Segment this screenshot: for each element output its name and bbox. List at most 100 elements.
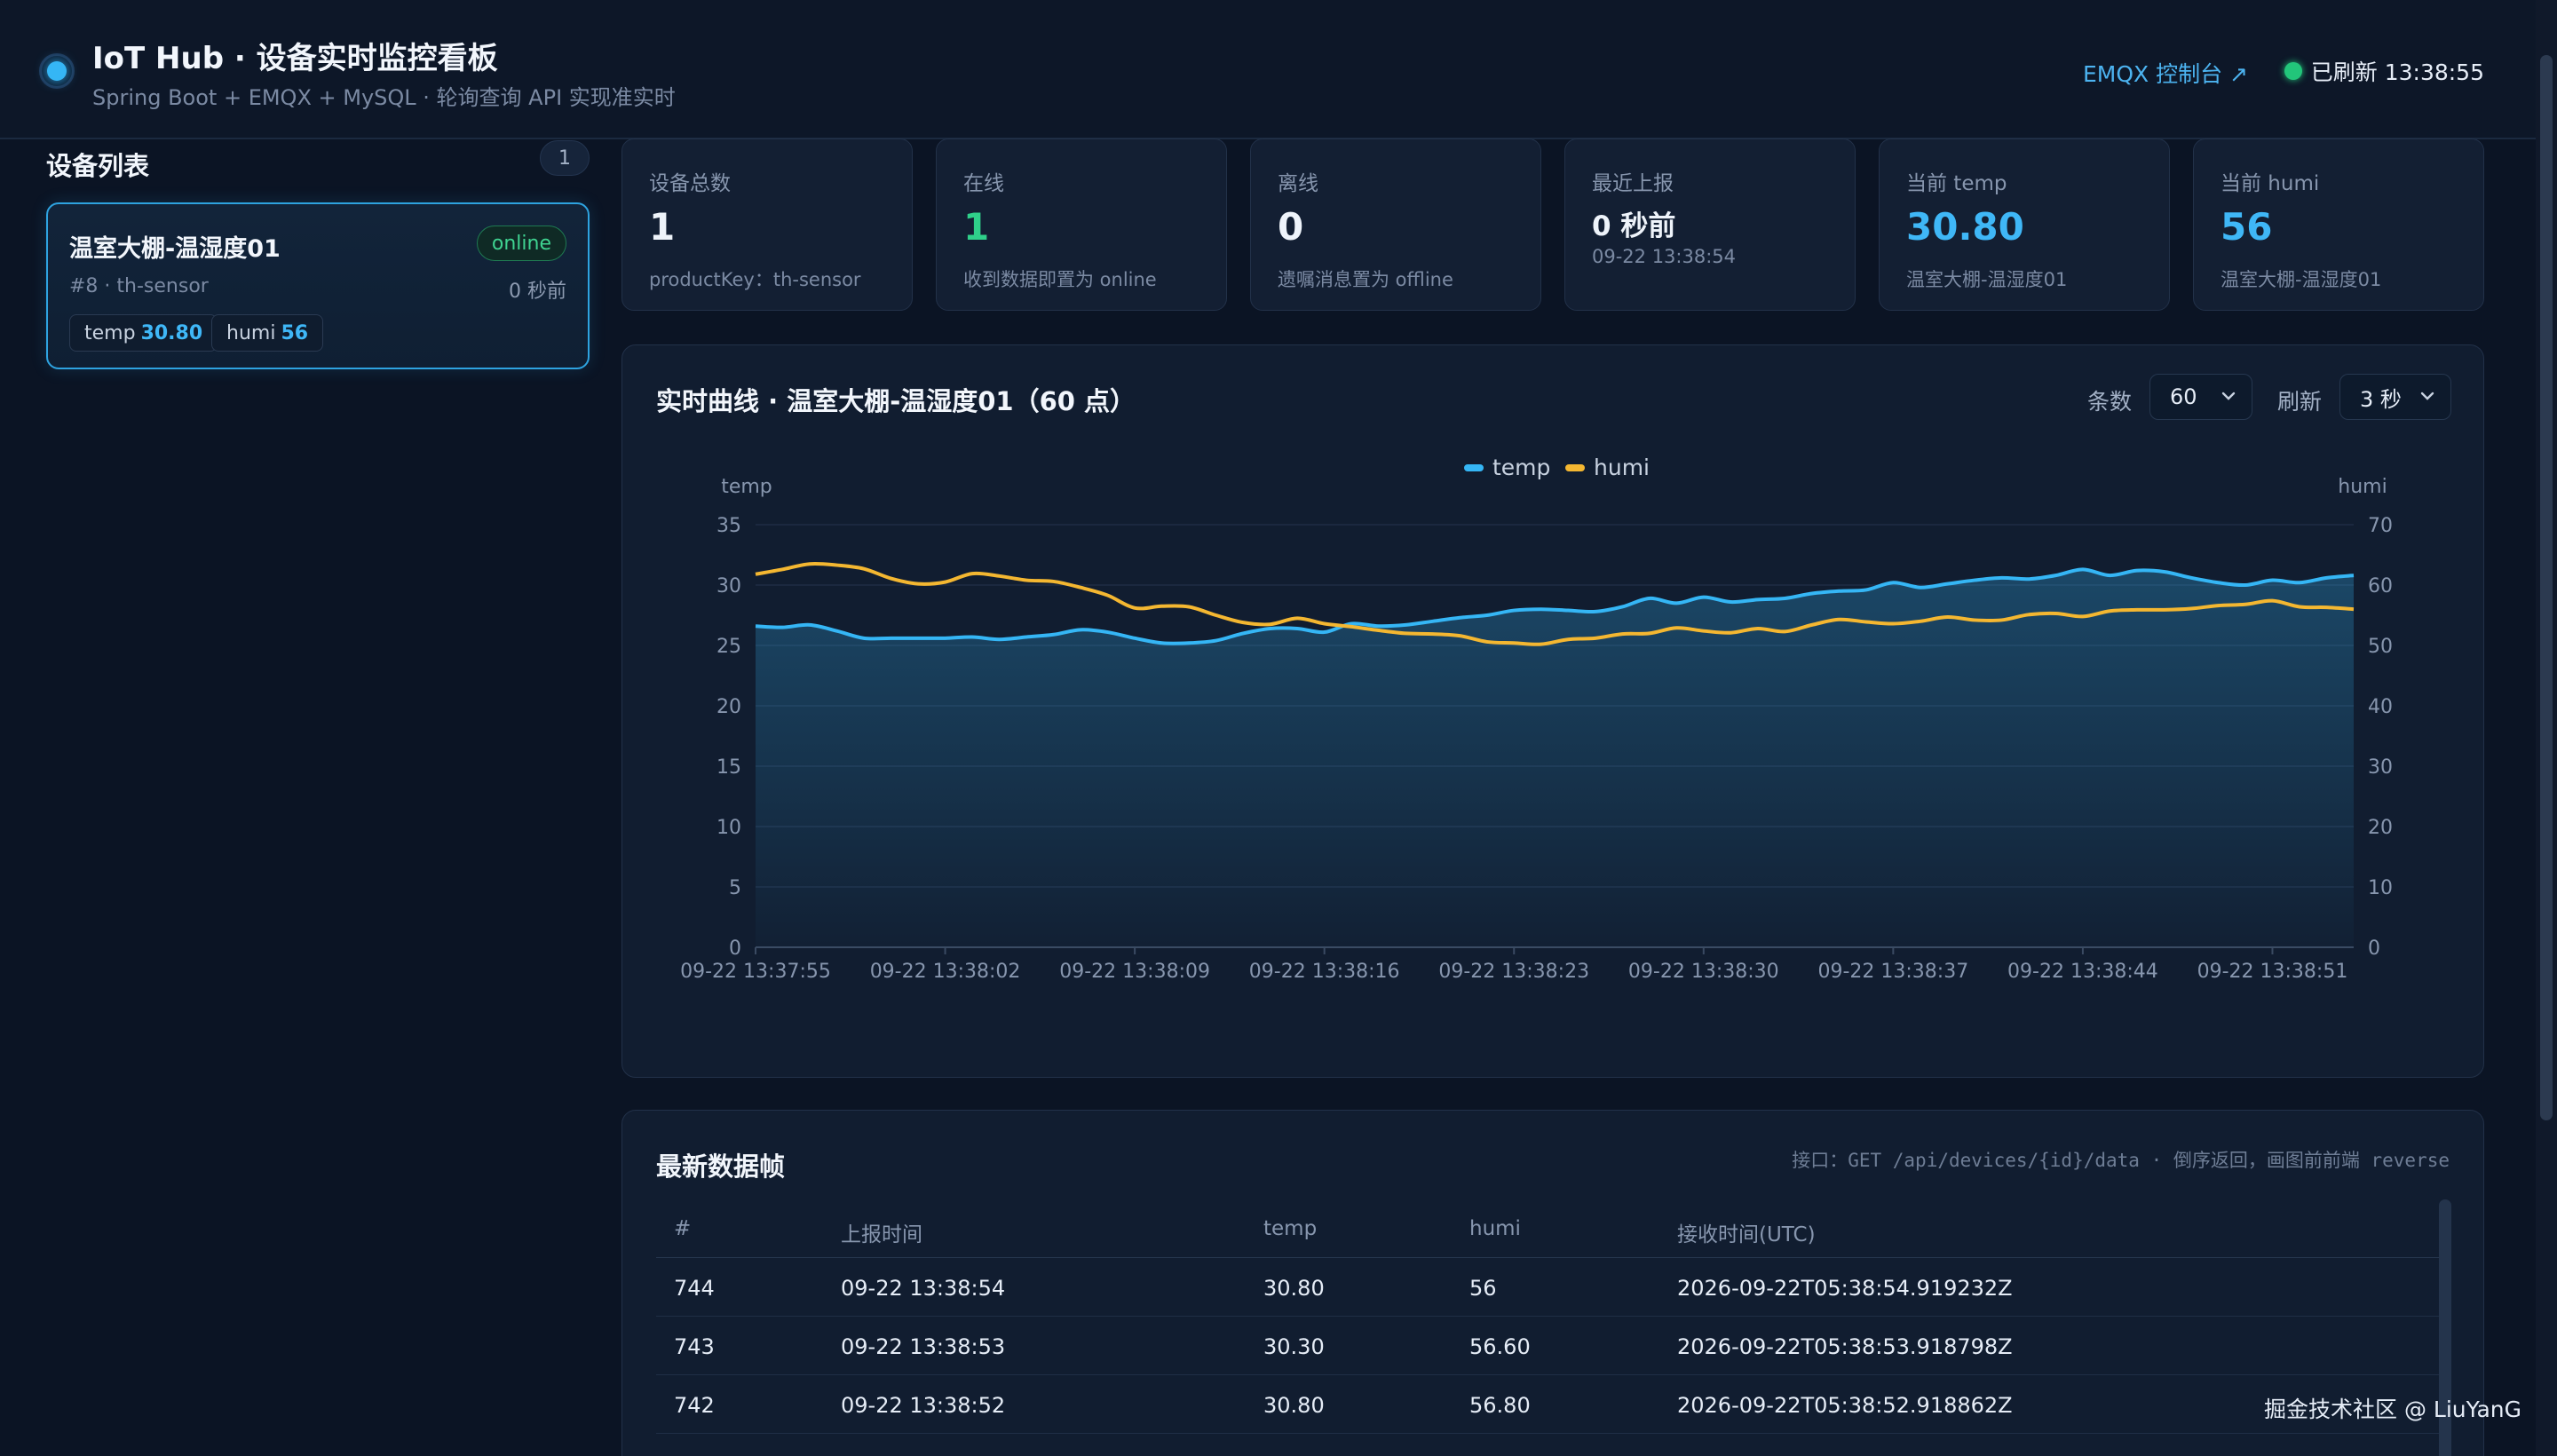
column-header: temp	[1263, 1217, 1318, 1240]
column-header: #	[674, 1217, 692, 1240]
temp-area	[756, 569, 2354, 947]
x-tick-label: 09-22 13:37:55	[680, 961, 831, 983]
stat-value: 56	[2221, 205, 2273, 249]
x-tick-label: 09-22 13:38:09	[1059, 961, 1210, 983]
humi-series-line	[755, 561, 2355, 646]
refresh-select-value: 3 秒	[2360, 386, 2402, 412]
stat-card-humi: 当前 humi 56 温室大棚-温湿度01	[2193, 138, 2484, 311]
table-scrollbar[interactable]	[2439, 1199, 2451, 1456]
cell-received-time: 2026-09-22T05:38:53.918798Z	[1677, 1334, 2013, 1359]
refresh-interval-select[interactable]: 3 秒	[2339, 374, 2451, 420]
table-row: 742 09-22 13:38:52 30.80 56.80 2026-09-2…	[656, 1375, 2442, 1434]
cell-id: 743	[674, 1334, 715, 1359]
y-left-tick-label: 25	[716, 636, 741, 658]
stat-label: 在线	[963, 172, 1004, 195]
count-select-value: 60	[2170, 384, 2197, 409]
stat-sub: 遗嘱消息置为 offline	[1278, 269, 1453, 290]
column-header: humi	[1469, 1217, 1521, 1240]
device-count-badge: 1	[540, 140, 590, 176]
logo-dot-icon	[39, 53, 75, 89]
top-header: IoT Hub · 设备实时监控看板 Spring Boot + EMQX + …	[0, 0, 2536, 139]
stat-value: 1	[649, 205, 676, 249]
cell-report-time: 09-22 13:38:54	[841, 1276, 1006, 1301]
cell-received-time: 2026-09-22T05:38:54.919232Z	[1677, 1276, 2013, 1301]
cell-humi: 56	[1469, 1276, 1497, 1301]
watermark: 掘金技术社区 @ LiuYanG	[2264, 1397, 2521, 1422]
emqx-console-link[interactable]: EMQX 控制台 ↗	[2082, 61, 2248, 87]
y-right-tick-label: 0	[2368, 938, 2380, 960]
cell-report-time: 09-22 13:38:52	[841, 1393, 1006, 1418]
y-left-tick-label: 35	[716, 515, 741, 537]
cell-temp: 30.80	[1263, 1276, 1325, 1301]
stat-card-offline: 离线 0 遗嘱消息置为 offline	[1250, 138, 1541, 311]
x-tick-label: 09-22 13:38:51	[2197, 961, 2348, 983]
temp-series-line	[755, 567, 2355, 645]
device-meta: #8 · th-sensor	[69, 275, 209, 297]
table-header: # 上报时间 temp humi 接收时间(UTC)	[656, 1199, 2442, 1258]
realtime-chart: 0 5 10 15 20 25 30 35 0 10 20 30 40 50 60 70 temp humi 09-…	[680, 455, 2393, 983]
page-scrollbar[interactable]	[2536, 0, 2557, 1456]
stat-value: 0 秒前	[1592, 210, 1676, 242]
stat-label: 最近上报	[1592, 172, 1674, 195]
y-right-tick-label: 60	[2368, 575, 2393, 597]
stat-card-temp: 当前 temp 30.80 温室大棚-温湿度01	[1879, 138, 2170, 311]
stat-card-total: 设备总数 1 productKey：th-sensor	[621, 138, 913, 311]
chart-title: 实时曲线 · 温室大棚-温湿度01（60 点）	[656, 386, 1136, 416]
refresh-label: 刷新	[2277, 389, 2323, 415]
table-row: 744 09-22 13:38:54 30.80 56 2026-09-22T0…	[656, 1258, 2442, 1317]
status-dot-icon	[2284, 62, 2302, 80]
scrollbar-thumb[interactable]	[2540, 55, 2553, 1120]
stat-value: 0	[1278, 205, 1304, 249]
table-row: 743 09-22 13:38:53 30.30 56.60 2026-09-2…	[656, 1317, 2442, 1375]
y-right-tick-label: 70	[2368, 515, 2393, 537]
count-select[interactable]: 60	[2149, 374, 2252, 420]
y-left-tick-label: 5	[729, 877, 741, 899]
y-left-tick-label: 30	[716, 575, 741, 597]
page-subtitle: Spring Boot + EMQX + MySQL · 轮询查询 API 实现…	[92, 85, 676, 110]
y-right-axis-title: humi	[2338, 476, 2387, 498]
cell-temp: 30.30	[1263, 1334, 1325, 1359]
stat-value: 1	[963, 205, 990, 249]
chevron-down-icon	[2221, 392, 2236, 400]
y-left-axis-title: temp	[721, 476, 772, 498]
y-right-tick-label: 40	[2368, 696, 2393, 718]
y-right-tick-label: 50	[2368, 636, 2393, 658]
cell-temp: 30.80	[1263, 1393, 1325, 1418]
y-left-tick-label: 0	[729, 938, 741, 960]
chart-panel: 0 5 10 15 20 25 30 35 0 10 20 30 40 50 60 70 temp humi 09-…	[621, 344, 2484, 1078]
stat-sub: 温室大棚-温湿度01	[1906, 269, 2068, 290]
stat-label: 当前 humi	[2221, 172, 2320, 195]
cell-id: 742	[674, 1393, 715, 1418]
x-tick-label: 09-22 13:38:37	[1817, 961, 1968, 983]
x-tick-label: 09-22 13:38:23	[1438, 961, 1589, 983]
stat-label: 当前 temp	[1906, 172, 2007, 195]
refresh-status-text: 已刷新 13:38:55	[2310, 59, 2484, 85]
table-title: 最新数据帧	[656, 1151, 786, 1182]
x-tick-label: 09-22 13:38:44	[2007, 961, 2158, 983]
page-title: IoT Hub · 设备实时监控看板	[92, 41, 498, 76]
stat-sub: 09-22 13:38:54	[1592, 246, 1737, 267]
stat-sub: 收到数据即置为 online	[963, 269, 1157, 290]
humi-legend-label: humi	[1594, 455, 1650, 480]
y-right-tick-label: 20	[2368, 817, 2393, 839]
device-card[interactable]: 温室大棚-温湿度01 online #8 · th-sensor 0 秒前 te…	[46, 202, 590, 369]
temp-legend-label: temp	[1492, 455, 1550, 480]
stat-label: 离线	[1278, 172, 1318, 195]
stat-label: 设备总数	[649, 172, 731, 195]
x-tick-label: 09-22 13:38:30	[1628, 961, 1779, 983]
device-name: 温室大棚-温湿度01	[69, 235, 281, 263]
chevron-down-icon	[2420, 392, 2434, 400]
refresh-status: 已刷新 13:38:55	[2284, 55, 2484, 87]
y-right-tick-label: 30	[2368, 756, 2393, 779]
y-left-tick-label: 20	[716, 696, 741, 718]
y-left-tick-label: 10	[716, 817, 741, 839]
count-label: 条数	[2087, 389, 2133, 415]
cell-id: 744	[674, 1276, 715, 1301]
data-table-panel: 最新数据帧 接口：GET /api/devices/{id}/data · 倒序…	[621, 1110, 2484, 1456]
cell-received-time: 2026-09-22T05:38:52.918862Z	[1677, 1393, 2013, 1418]
temp-chip-value: 30.80	[140, 321, 203, 344]
x-tick-label: 09-22 13:38:02	[870, 961, 1021, 983]
api-note: 接口：GET /api/devices/{id}/data · 倒序返回，画图前…	[1792, 1150, 2450, 1171]
stat-card-last-report: 最近上报 0 秒前 09-22 13:38:54	[1564, 138, 1856, 311]
humi-chip: humi 56	[211, 314, 324, 352]
